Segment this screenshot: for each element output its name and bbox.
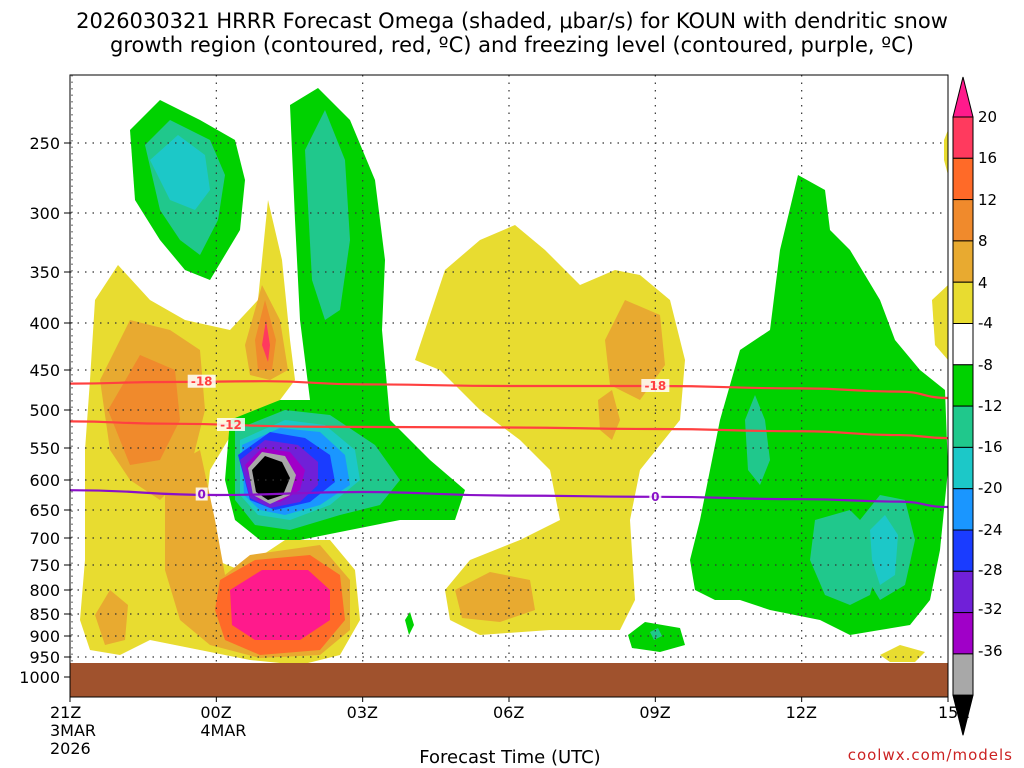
colorbar-label: -8: [978, 356, 993, 374]
freezing-level-label: 0: [651, 490, 659, 504]
chart-title-line-2: growth region (contoured, red, ºC) and f…: [110, 33, 914, 57]
y-tick-label: 500: [29, 401, 60, 420]
y-tick-label: 550: [29, 439, 60, 458]
omega-region-orange-low: [95, 590, 128, 645]
colorbar-label: 4: [978, 274, 988, 292]
omega-region-black-core: [252, 456, 290, 500]
dgz-minus12-label: -12: [220, 418, 242, 432]
y-tick-label: 400: [29, 314, 60, 333]
colorbar-segment: [952, 446, 974, 490]
y-tick-label: 800: [29, 581, 60, 600]
terrain-band: [70, 663, 948, 697]
omega-region-cyan-upper-left: [150, 135, 210, 210]
x-tick-label: 09Z: [639, 703, 670, 722]
freezing-level-line: [69, 489, 949, 509]
y-tick-label: 450: [29, 361, 60, 380]
freezing-level-label-bg: [195, 487, 208, 501]
credit-text: coolwx.com/models: [848, 746, 1013, 764]
omega-region-teal-right-1: [745, 395, 770, 485]
x-tick-label: 12Z: [786, 703, 817, 722]
colorbar-label: -12: [978, 397, 1003, 415]
colorbar-segment: [952, 240, 974, 283]
colorbar-label: -24: [978, 521, 1003, 539]
colorbar-segment: [952, 364, 974, 407]
y-tick-label: 750: [29, 556, 60, 575]
omega-region-magenta-low: [230, 570, 330, 640]
y-tick-label: 850: [29, 605, 60, 624]
y-tick-label: 1000: [19, 668, 60, 687]
x-tick-label: 21Z: [50, 703, 81, 722]
colorbar-segment: [952, 529, 974, 572]
omega-region-yellow-low-right: [880, 645, 925, 662]
y-tick-label: 300: [29, 204, 60, 223]
colorbar-segment: [952, 323, 974, 366]
freezing-level-label-bg: [649, 489, 662, 503]
colorbar-segment: [952, 199, 974, 242]
colorbar-label: 20: [978, 108, 997, 126]
x-axis-label: Forecast Time (UTC): [419, 747, 600, 768]
colorbar-bottom-arrow: [952, 694, 974, 736]
plot-area: -18 -18 -12 0 0: [69, 74, 949, 698]
colorbar-segment: [952, 488, 974, 531]
colorbar-label: -16: [978, 438, 1003, 456]
omega-region-teal-upper-mid: [305, 110, 350, 320]
colorbar-segment: [952, 116, 974, 159]
colorbar-label: 16: [978, 149, 997, 167]
y-tick-label: 700: [29, 529, 60, 548]
colorbar-segment: [952, 405, 974, 448]
grid-lines: [70, 75, 948, 697]
colorbar-segment: [952, 281, 974, 325]
colorbar-label: 12: [978, 191, 997, 209]
omega-region-cyan-right: [870, 515, 898, 585]
dgz-minus18-label: -18: [644, 379, 666, 393]
y-tick-label: 250: [29, 134, 60, 153]
x-tick-sublabel-date: 3MAR: [50, 721, 96, 740]
colorbar-segment: [952, 157, 974, 201]
omega-region-green-low-small: [405, 612, 414, 635]
colorbar-top-arrow: [952, 76, 974, 118]
omega-region-orange-low-mid: [455, 572, 535, 622]
x-tick-label: 00Z: [200, 703, 231, 722]
y-tick-label: 950: [29, 648, 60, 667]
omega-region-red-mid: [262, 320, 270, 362]
colorbar-segment: [952, 612, 974, 655]
y-tick-label: 600: [29, 471, 60, 490]
x-tick-sublabel-date: 4MAR: [200, 721, 246, 740]
dgz-minus18-label-bg: [641, 379, 670, 392]
y-tick-label: 350: [29, 263, 60, 282]
y-axis: 250 300 350 400 450 500 550 600 650 700 750 800 850 9…: [19, 134, 70, 687]
dgz-minus12-label-bg: [216, 417, 245, 431]
colorbar-label: -20: [978, 479, 1003, 497]
colorbar-label: -28: [978, 561, 1003, 579]
omega-region-orange-mid-right-2: [598, 390, 620, 440]
x-tick-sublabel-year: 2026: [50, 739, 91, 758]
dgz-minus18-label: -18: [191, 375, 213, 389]
colorbar-label: 8: [978, 232, 988, 250]
omega-region-yellow-left: [80, 200, 360, 665]
y-tick-label: 900: [29, 627, 60, 646]
contour-lines: -18 -18 -12 0 0: [69, 374, 949, 509]
freezing-level-label: 0: [198, 488, 206, 502]
x-tick-label: 03Z: [347, 703, 378, 722]
omega-shading: [80, 88, 948, 665]
dgz-minus18-label-bg: [187, 374, 216, 388]
x-tick-label: 06Z: [493, 703, 524, 722]
colorbar-segment: [952, 653, 974, 696]
chart-title-line-1: 2026030321 HRRR Forecast Omega (shaded, …: [76, 9, 948, 33]
omega-region-orange-mid-right: [605, 300, 665, 400]
colorbar-label: -32: [978, 600, 1003, 618]
y-tick-label: 650: [29, 501, 60, 520]
colorbar-segment: [952, 570, 974, 614]
colorbar-label: -36: [978, 642, 1003, 660]
colorbar-label: -4: [978, 314, 993, 332]
omega-region-yellow-right-top: [944, 130, 948, 175]
colorbar: 20 16 12 8 4 -4 -8 -12 -16 -20 -24 -28 -32 -36: [952, 76, 1003, 736]
omega-region-teal-low-mid: [650, 628, 662, 640]
dgz-minus12-line: [69, 420, 949, 440]
